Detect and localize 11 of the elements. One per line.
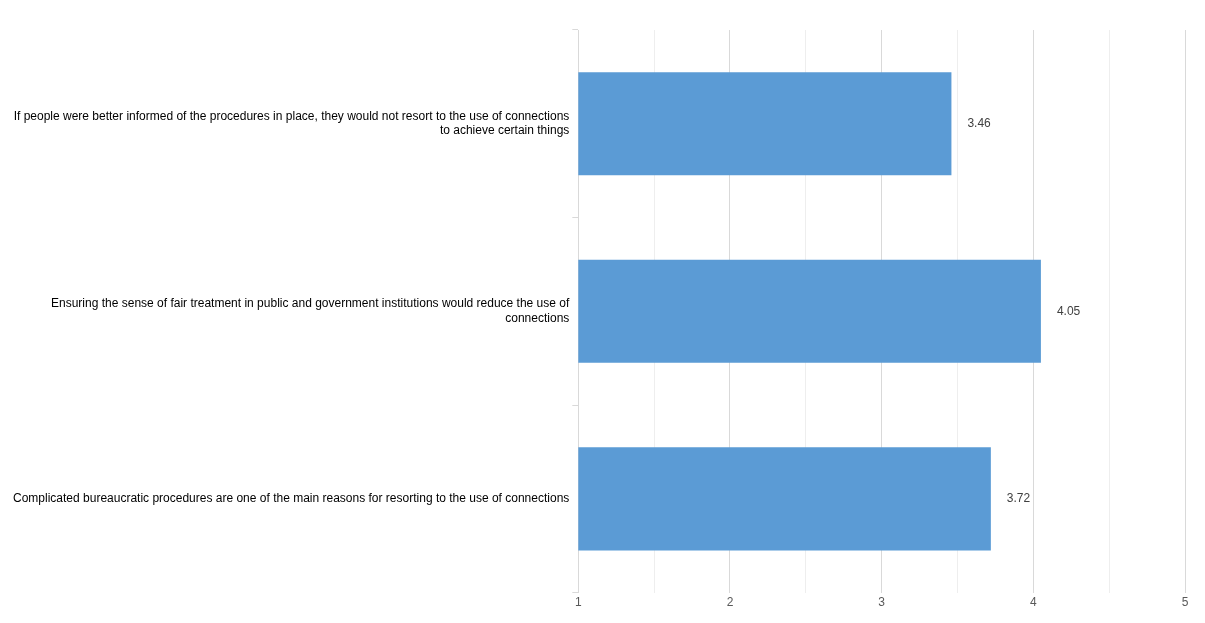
x-tick-label: 5: [1181, 595, 1189, 610]
y-tick-label: Complicated bureaucratic procedures are one of the main reasons for resorting to the use of connections: [13, 491, 570, 506]
x-tick-label: 1: [574, 595, 582, 610]
y-tick-label: If people were better informed of the procedures in place, they would not resort to the use of connections to achieve certain things: [13, 108, 570, 138]
y-tick-label: Ensuring the sense of fair treatment in public and government institutions would reduce the use of connections: [51, 296, 570, 325]
data-label: 3.46: [967, 116, 992, 131]
x-tick-label: 3: [878, 595, 886, 610]
data-label: 3.72: [1006, 491, 1031, 506]
x-tick-label: 4: [1029, 595, 1037, 610]
x-tick-label: 2: [726, 595, 734, 610]
data-label: 4.05: [1056, 303, 1081, 318]
